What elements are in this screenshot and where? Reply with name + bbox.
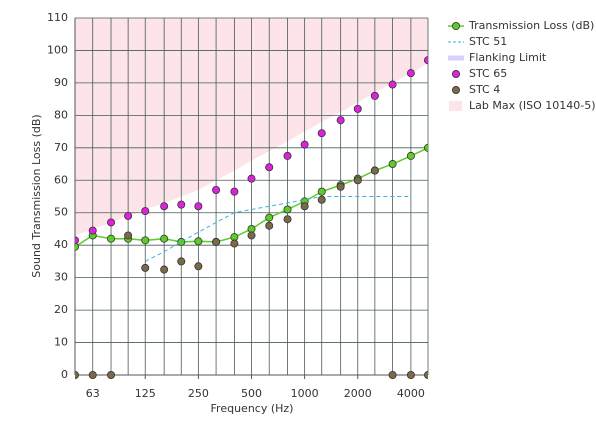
legend-symbol: [449, 101, 462, 111]
data-point: [406, 69, 415, 78]
y-tick-label: 20: [54, 303, 68, 316]
data-point: [265, 163, 274, 172]
data-point: [230, 239, 239, 248]
legend-label: Lab Max (ISO 10140-5): [469, 99, 596, 112]
y-tick-label: 110: [47, 11, 68, 24]
y-tick-label: 100: [47, 43, 68, 56]
x-tick-label: 500: [241, 387, 262, 400]
legend-symbol: [451, 86, 460, 95]
y-tick-label: 50: [54, 206, 68, 219]
data-point: [177, 237, 186, 246]
plot: [75, 56, 428, 379]
x-axis-title: Frequency (Hz): [211, 402, 294, 415]
data-point: [75, 371, 79, 379]
data-point: [424, 371, 428, 379]
data-point: [194, 262, 203, 271]
data-point: [336, 182, 345, 191]
data-point: [230, 187, 239, 196]
data-point: [88, 226, 97, 235]
data-point: [160, 234, 169, 243]
data-point: [353, 104, 362, 113]
data-point: [317, 129, 326, 138]
legend-symbol: [451, 21, 460, 30]
data-point: [177, 200, 186, 209]
data-point: [336, 116, 345, 125]
data-point: [424, 143, 428, 152]
data-point: [300, 202, 309, 211]
data-point: [141, 236, 150, 245]
data-point: [247, 231, 256, 240]
data-point: [88, 370, 97, 379]
data-point: [160, 265, 169, 274]
data-point: [317, 187, 326, 196]
legend-label: Transmission Loss (dB): [468, 19, 594, 32]
legend-label: STC 65: [469, 67, 507, 80]
y-tick-label: 40: [54, 238, 68, 251]
data-point: [300, 140, 309, 149]
x-tick-label: 250: [188, 387, 209, 400]
data-point: [160, 202, 169, 211]
data-point: [370, 166, 379, 175]
data-point: [141, 263, 150, 272]
y-tick-label: 90: [54, 76, 68, 89]
data-point: [141, 207, 150, 216]
x-tick-label: 125: [135, 387, 156, 400]
y-tick-label: 70: [54, 141, 68, 154]
data-point: [177, 257, 186, 266]
data-point: [107, 234, 116, 243]
x-tick-label: 63: [86, 387, 100, 400]
data-point: [424, 56, 428, 65]
legend-label: Flanking Limit: [469, 51, 547, 64]
data-point: [388, 160, 397, 169]
data-point: [265, 221, 274, 230]
data-point: [353, 176, 362, 185]
x-tick-label: 1000: [291, 387, 319, 400]
data-point: [317, 195, 326, 204]
data-point: [194, 237, 203, 246]
data-point: [194, 202, 203, 211]
data-point: [212, 186, 221, 195]
x-tick-label: 2000: [344, 387, 372, 400]
data-point: [107, 218, 116, 227]
y-tick-label: 30: [54, 271, 68, 284]
data-point: [406, 151, 415, 160]
data-point: [388, 80, 397, 89]
legend-label: STC 51: [469, 35, 507, 48]
y-tick-label: 60: [54, 173, 68, 186]
series-line: [145, 196, 411, 262]
legend-label: STC 4: [469, 83, 500, 96]
data-point: [247, 174, 256, 183]
data-point: [107, 370, 116, 379]
data-point: [283, 215, 292, 224]
data-point: [388, 370, 397, 379]
data-point: [75, 236, 79, 245]
y-tick-label: 0: [61, 368, 68, 381]
data-point: [124, 231, 133, 240]
data-point: [283, 151, 292, 160]
legend-symbol: [451, 70, 460, 79]
data-point: [212, 237, 221, 246]
y-axis-title: Sound Transmission Loss (dB): [30, 114, 43, 277]
data-point: [283, 205, 292, 214]
x-tick-label: 4000: [397, 387, 425, 400]
data-point: [406, 370, 415, 379]
y-tick-label: 10: [54, 336, 68, 349]
data-point: [370, 91, 379, 100]
data-point: [265, 213, 274, 222]
y-tick-label: 80: [54, 108, 68, 121]
data-point: [124, 211, 133, 220]
